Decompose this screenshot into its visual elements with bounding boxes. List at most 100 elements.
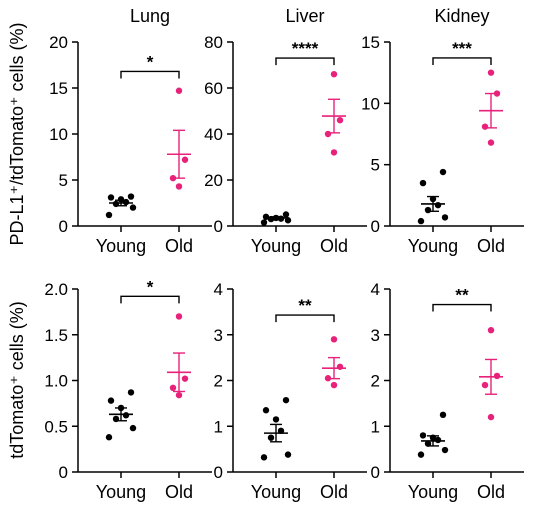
data-point: [105, 211, 113, 219]
y-tick-label: 0: [214, 463, 223, 482]
data-point: [324, 130, 332, 138]
panel-1: Liver 0 20 40 60 80 Young Old ****: [204, 6, 367, 256]
data-point: [487, 326, 495, 334]
data-point: [481, 381, 489, 389]
y-tick-label: 1.5: [44, 326, 68, 345]
y-axis-label-row1: PD-L1⁺/tdTomato⁺ cells (%): [7, 22, 27, 245]
y-tick-label: 15: [49, 79, 68, 98]
data-point: [129, 204, 137, 211]
data-point: [175, 87, 183, 94]
data-point: [336, 117, 344, 124]
data-point: [417, 217, 425, 225]
significance-bracket: [120, 70, 180, 79]
y-tick-label: 0.5: [44, 417, 68, 436]
data-point: [419, 179, 427, 187]
data-point: [181, 375, 189, 382]
data-point: [107, 397, 115, 404]
x-tick-label: Old: [165, 236, 193, 256]
y-tick-label: 2: [214, 372, 223, 391]
data-point: [330, 149, 338, 156]
data-point: [175, 313, 183, 320]
x-tick-label: Old: [320, 482, 348, 502]
data-point: [262, 213, 270, 220]
x-tick-label: Young: [96, 236, 146, 256]
data-point: [330, 381, 338, 389]
data-point: [419, 432, 427, 439]
data-point: [122, 412, 130, 419]
data-point: [424, 206, 432, 214]
y-tick-label: 5: [371, 156, 380, 175]
y-tick-label: 20: [49, 33, 68, 52]
significance-bracket: [275, 57, 335, 66]
significance-label: *: [147, 277, 154, 296]
x-tick-label: Old: [477, 482, 505, 502]
y-tick-label: 1: [214, 417, 223, 436]
x-tick-label: Young: [408, 236, 458, 256]
data-point: [417, 451, 425, 458]
y-tick-label: 3: [371, 326, 380, 345]
data-point: [493, 372, 501, 380]
data-point: [107, 194, 115, 201]
significance-label: *: [147, 52, 154, 71]
data-point: [284, 451, 292, 458]
data-point: [169, 384, 177, 392]
y-tick-label: 20: [204, 171, 223, 190]
y-tick-label: 0: [371, 217, 380, 236]
data-point: [267, 434, 275, 441]
significance-bracket: [275, 314, 335, 323]
data-point: [439, 168, 447, 176]
panel-0: Lung 0 5 10 15 20 Young Old *: [49, 6, 212, 256]
y-tick-label: 4: [371, 280, 380, 299]
data-point: [282, 211, 290, 218]
data-point: [260, 454, 268, 461]
data-point: [175, 183, 183, 190]
y-tick-label: 0: [59, 217, 68, 236]
data-point: [272, 416, 280, 423]
data-point: [487, 139, 495, 146]
x-tick-label: Young: [96, 482, 146, 502]
y-tick-label: 60: [204, 79, 223, 98]
data-point: [441, 446, 449, 454]
panel-5: 0 1 2 3 4 Young Old **: [371, 280, 524, 502]
data-point: [330, 336, 338, 343]
data-point: [434, 201, 442, 209]
y-tick-label: 0: [371, 463, 380, 482]
panel-4: 0 1 2 3 4 Young Old **: [214, 280, 367, 502]
data-point: [487, 413, 495, 421]
y-tick-label: 10: [49, 125, 68, 144]
data-point: [336, 363, 344, 370]
y-axis-label-row2: tdTomato⁺ cells (%): [7, 301, 27, 459]
y-tick-label: 4: [214, 280, 223, 299]
x-tick-label: Young: [408, 482, 458, 502]
data-point: [441, 214, 449, 221]
y-tick-label: 15: [361, 33, 380, 52]
panel-title: Lung: [130, 6, 170, 26]
y-tick-label: 0: [59, 463, 68, 482]
data-point: [175, 391, 183, 399]
data-point: [127, 389, 135, 396]
x-tick-label: Old: [320, 236, 348, 256]
data-point: [181, 156, 189, 163]
significance-label: ****: [292, 39, 319, 58]
y-tick-label: 3: [214, 326, 223, 345]
y-tick-label: 2.0: [44, 280, 68, 299]
panel-2: Kidney 0 5 10 15 Young Old ***: [361, 6, 524, 256]
x-tick-label: Old: [477, 236, 505, 256]
y-tick-label: 1: [371, 417, 380, 436]
panel-3: 0 0.5 1.0 1.5 2.0 Young Old *: [44, 277, 212, 502]
data-point: [129, 424, 137, 432]
data-point: [330, 71, 338, 78]
significance-bracket: [432, 57, 492, 65]
significance-bracket: [120, 295, 180, 304]
data-point: [487, 69, 495, 76]
y-tick-label: 0: [214, 217, 223, 236]
x-tick-label: Young: [251, 236, 301, 256]
data-point: [262, 407, 270, 414]
significance-label: **: [455, 286, 469, 305]
significance-label: ***: [452, 39, 472, 58]
y-tick-label: 2: [371, 372, 380, 391]
data-point: [481, 123, 489, 130]
panel-title: Kidney: [434, 6, 489, 26]
